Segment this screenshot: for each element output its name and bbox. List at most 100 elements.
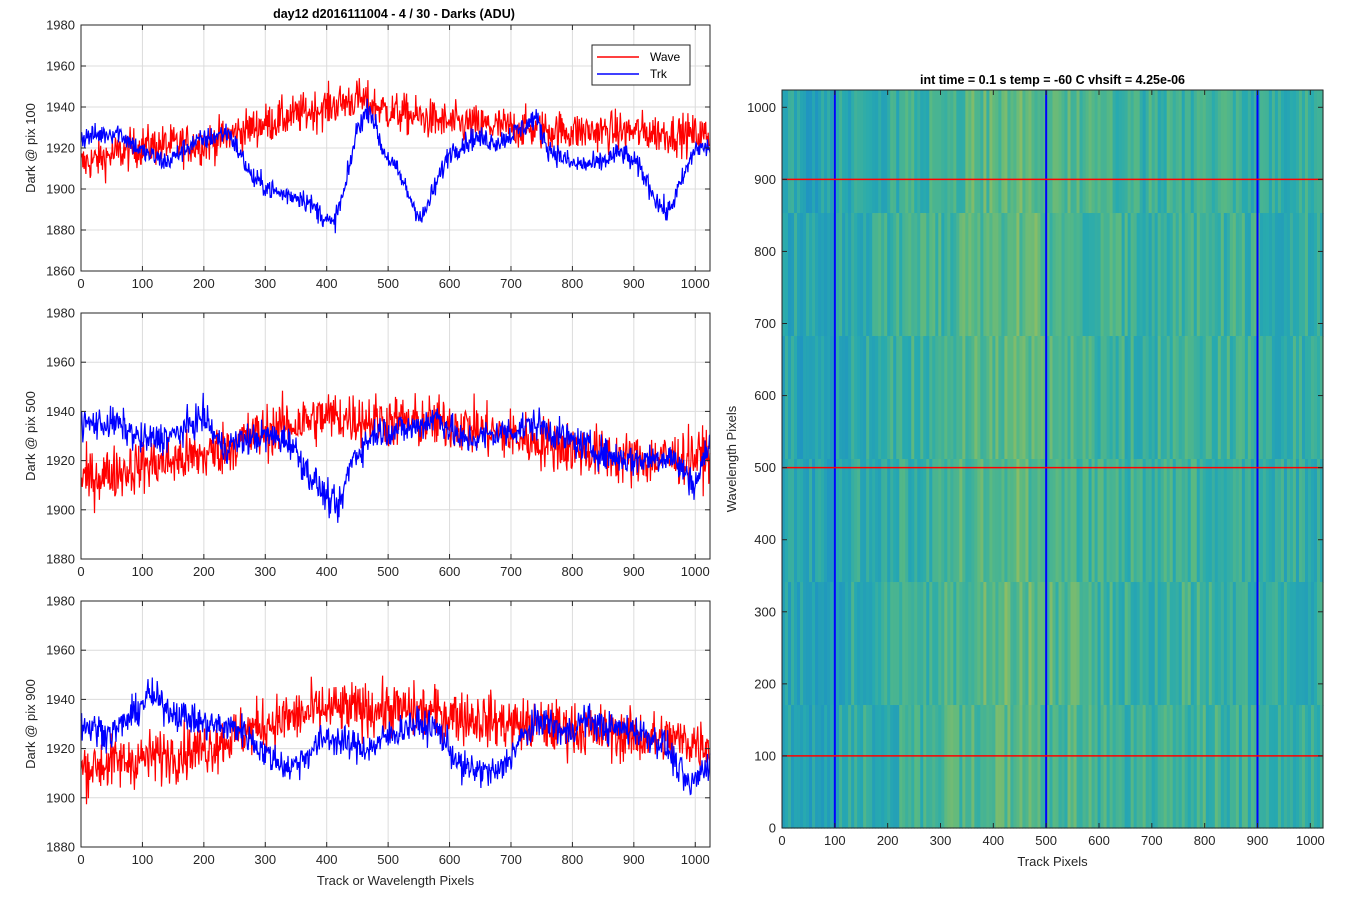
heatmap-cell (908, 705, 912, 829)
heatmap-cell (839, 336, 843, 460)
heatmap-cell (1061, 336, 1066, 460)
heatmap-cell (1196, 213, 1201, 337)
heatmap-cell (1076, 336, 1081, 460)
x-tick-label: 600 (439, 852, 461, 867)
heatmap-cell (932, 582, 936, 706)
heatmap-cell (1244, 213, 1249, 337)
heatmap-cell (1286, 459, 1291, 583)
x-tick-label: 700 (500, 564, 522, 579)
heatmap-cell (815, 213, 819, 337)
heatmap-cell (986, 705, 990, 829)
heatmap-cell (851, 705, 855, 829)
heatmap-cell (1187, 336, 1192, 460)
heatmap-cell (890, 90, 894, 214)
heatmap-cell (1184, 336, 1189, 460)
heatmap-cell (1253, 90, 1258, 214)
heatmap-cell (983, 336, 987, 460)
heatmap-cell (1223, 90, 1228, 214)
heatmap-cell (1298, 213, 1303, 337)
y-tick-label: 1960 (46, 643, 75, 658)
heatmap-cell (1259, 582, 1264, 706)
heatmap-cell (1022, 90, 1027, 214)
heatmap-cell (896, 459, 900, 583)
heatmap-cell (887, 459, 891, 583)
heatmap-cell (905, 90, 909, 214)
heatmap-cell (917, 582, 921, 706)
heatmap-cell (1175, 213, 1180, 337)
y-tick-label: 1980 (46, 18, 75, 33)
heatmap-cell (1184, 459, 1189, 583)
heatmap-cell (1247, 705, 1252, 829)
heatmap-cell (1307, 459, 1312, 583)
heatmap-cell (1151, 90, 1156, 214)
heatmap-cell (1241, 582, 1246, 706)
heatmap-cell (1157, 213, 1162, 337)
x-tick-label: 500 (377, 276, 399, 291)
heatmap-cell (1055, 459, 1060, 583)
heatmap-cell (872, 213, 876, 337)
heatmap-cell (1067, 459, 1072, 583)
heatmap-cell (1208, 213, 1213, 337)
heatmap-cell (1223, 459, 1228, 583)
heatmap-cell (1022, 459, 1027, 583)
heatmap-cell (1208, 459, 1213, 583)
heatmap-cell (848, 459, 852, 583)
heatmap-cell (869, 336, 873, 460)
heatmap-cell (1223, 582, 1228, 706)
heatmap-cell (1025, 705, 1030, 829)
heatmap-cell (911, 90, 915, 214)
heatmap-cell (1112, 582, 1117, 706)
heatmap-cell (1115, 213, 1120, 337)
heatmap-cell (1187, 582, 1192, 706)
heatmap-cell (1244, 90, 1249, 214)
heatmap-cell (860, 705, 864, 829)
heatmap-cell (1040, 582, 1045, 706)
heatmap-cell (803, 459, 807, 583)
heatmap-cell (965, 705, 969, 829)
heatmap-cell (1109, 459, 1114, 583)
heatmap-cell (854, 213, 858, 337)
heatmap-cell (1118, 213, 1123, 337)
heatmap-cell (977, 705, 981, 829)
heatmap-cell (845, 705, 849, 829)
heatmap-cell (926, 336, 930, 460)
heatmap-cell (932, 213, 936, 337)
heatmap-cell (947, 90, 951, 214)
legend-box (591, 44, 691, 86)
heatmap-cell (950, 336, 954, 460)
heatmap-cell (1004, 213, 1009, 337)
heatmap-cell (914, 213, 918, 337)
heatmap-cell (1259, 213, 1264, 337)
heatmap-cell (917, 336, 921, 460)
heatmap-cell (1169, 705, 1174, 829)
heatmap-cell (1130, 336, 1135, 460)
heatmap-cell (908, 336, 912, 460)
heatmap-cell (1091, 90, 1096, 214)
heatmap-cell (1151, 705, 1156, 829)
heatmap-cell (944, 90, 948, 214)
heatmap-cell (1307, 336, 1312, 460)
series-line-wave (80, 675, 711, 805)
heatmap-cell (878, 582, 882, 706)
heatmap-cell (983, 582, 987, 706)
heatmap-cell (1241, 705, 1246, 829)
heatmap-cell (827, 582, 831, 706)
heatmap-cell (1127, 582, 1132, 706)
heatmap-cell (1229, 90, 1234, 214)
heatmap-cell (830, 336, 834, 460)
heatmap-cell (1031, 336, 1036, 460)
heatmap-cell (794, 459, 798, 583)
heatmap-cell (854, 582, 858, 706)
heatmap-cell (956, 90, 960, 214)
axes-1: 0 100 200 300 400 500 600 700 800 900 1000 1880 1900… (23, 306, 711, 579)
x-tick-label: 200 (193, 276, 215, 291)
heatmap-cell (791, 582, 795, 706)
heatmap-cell (1202, 582, 1207, 706)
heatmap-cell (959, 90, 963, 214)
heatmap-cell (800, 336, 804, 460)
heatmap-cell (1001, 582, 1006, 706)
heatmap-cell (968, 213, 972, 337)
heatmap-cell (821, 90, 825, 214)
heatmap-cell (1142, 459, 1147, 583)
heatmap-cell (890, 459, 894, 583)
